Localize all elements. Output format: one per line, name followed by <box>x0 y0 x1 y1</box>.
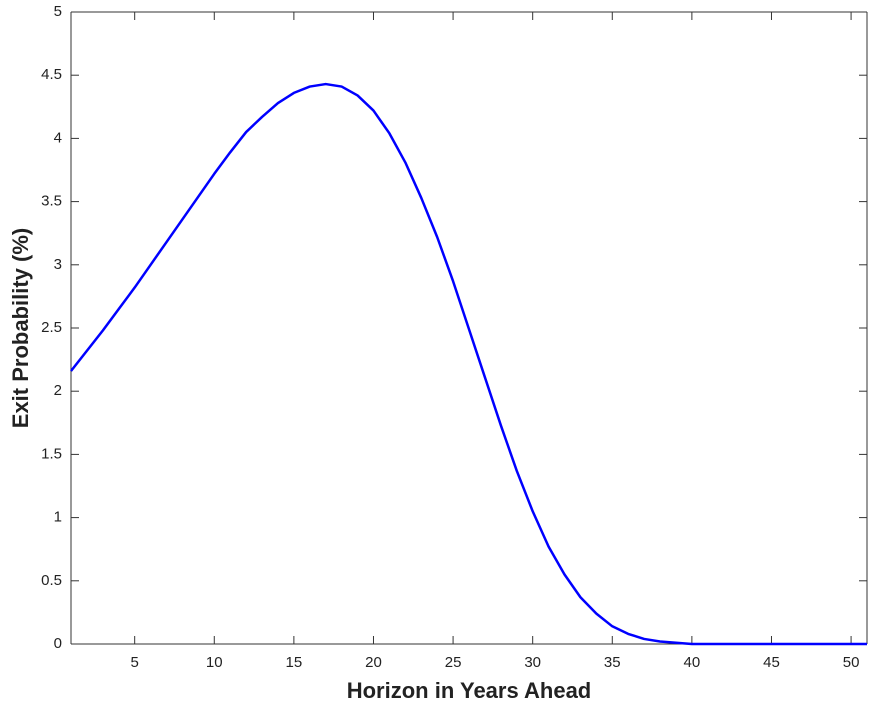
y-tick-label: 3 <box>54 256 62 273</box>
x-tick-label: 45 <box>763 654 780 671</box>
x-tick-label: 50 <box>843 654 860 671</box>
x-tick-label: 30 <box>524 654 541 671</box>
x-tick-label: 25 <box>445 654 462 671</box>
x-tick-label: 20 <box>365 654 382 671</box>
y-tick-label: 3.5 <box>41 193 62 210</box>
y-tick-label: 4.5 <box>41 66 62 83</box>
x-axis-label: Horizon in Years Ahead <box>347 678 592 703</box>
x-tick-label: 15 <box>286 654 303 671</box>
y-tick-label: 1.5 <box>41 445 62 462</box>
y-tick-label: 0.5 <box>41 572 62 589</box>
data-line <box>70 82 867 646</box>
y-axis-label: Exit Probability (%) <box>8 228 33 428</box>
y-tick-label: 2.5 <box>41 319 62 336</box>
x-tick-label: 10 <box>206 654 223 671</box>
y-tick-label: 5 <box>54 3 62 20</box>
x-tick-label: 5 <box>131 654 139 671</box>
x-tick-label: 40 <box>684 654 701 671</box>
y-tick-label: 1 <box>54 509 62 526</box>
y-tick-label: 2 <box>54 382 62 399</box>
y-tick-label: 4 <box>54 129 62 146</box>
y-tick-label: 0 <box>54 635 62 652</box>
x-tick-label: 35 <box>604 654 621 671</box>
